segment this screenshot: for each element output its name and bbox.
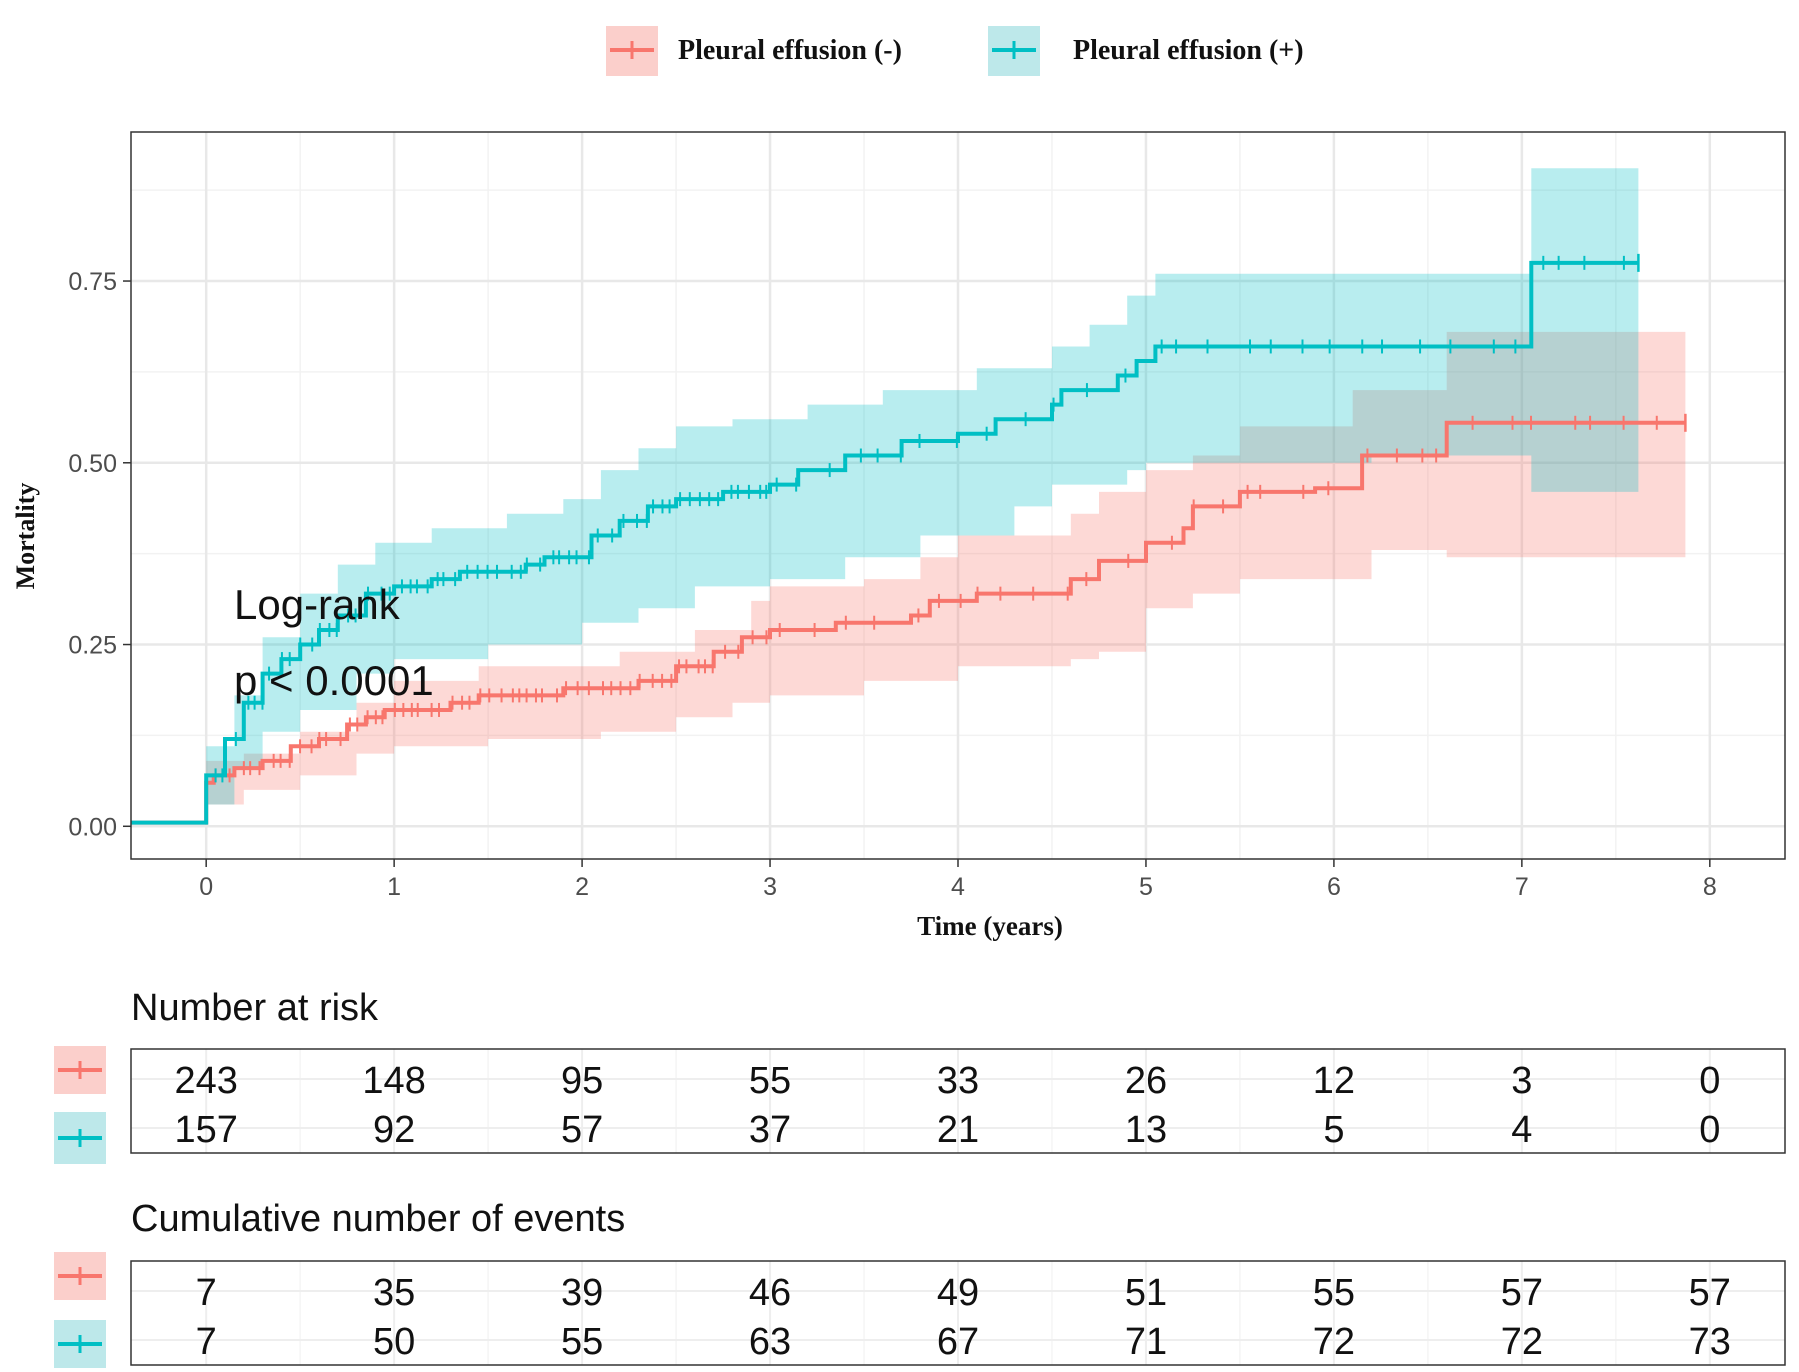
y-tick-label-0: 0.00 <box>68 813 117 841</box>
legend-label-negative: Pleural effusion (-) <box>678 35 902 66</box>
risk-table-values: 243 148 95 55 33 26 12 3 0 157 92 57 37 21 13 5 4 0 <box>174 1060 1720 1151</box>
risk-cell-r0-c0: 243 <box>174 1060 237 1102</box>
risk-key-negative <box>54 1046 106 1094</box>
events-cell-r0-c6: 55 <box>1313 1272 1355 1314</box>
risk-cell-r1-c0: 157 <box>174 1109 237 1151</box>
risk-key-positive <box>54 1112 106 1164</box>
events-cell-r1-c4: 67 <box>937 1321 979 1363</box>
events-cell-r1-c1: 50 <box>373 1321 415 1363</box>
legend-label-positive: Pleural effusion (+) <box>1073 35 1304 66</box>
events-table: Cumulative number of events 7 35 39 46 49 51 5… <box>54 1198 1786 1368</box>
y-axis-title: Mortality <box>11 483 40 590</box>
events-cell-r0-c8: 57 <box>1689 1272 1731 1314</box>
x-axis: 0 1 2 3 4 5 6 7 8 <box>199 859 1717 901</box>
plot-panel: 0.00 0.25 0.50 0.75 0 1 2 3 4 5 6 7 8 Mortality Tim… <box>11 131 1786 941</box>
x-tick-label-3: 3 <box>763 873 777 901</box>
grid <box>131 132 1785 859</box>
risk-cell-r1-c4: 21 <box>937 1109 979 1151</box>
log-rank-label: Log-rank <box>234 581 401 628</box>
curve-negative[interactable] <box>131 420 1686 825</box>
events-cell-r0-c1: 35 <box>373 1272 415 1314</box>
risk-cell-r0-c8: 0 <box>1699 1060 1720 1102</box>
events-cell-r0-c0: 7 <box>196 1272 217 1314</box>
events-table-grid <box>131 1261 1785 1365</box>
p-value-label: p < 0.0001 <box>234 657 434 704</box>
legend-key-positive[interactable]: Pleural effusion (+) <box>988 26 1304 76</box>
events-key-negative <box>54 1252 106 1300</box>
events-table-title: Cumulative number of events <box>131 1198 625 1240</box>
x-axis-title: Time (years) <box>917 911 1063 941</box>
risk-cell-r0-c2: 95 <box>561 1060 603 1102</box>
x-tick-label-7: 7 <box>1515 873 1529 901</box>
risk-table-border <box>130 1048 1786 1154</box>
risk-cell-r0-c1: 148 <box>362 1060 425 1102</box>
risk-cell-r0-c4: 33 <box>937 1060 979 1102</box>
events-cell-r0-c4: 49 <box>937 1272 979 1314</box>
ci-band-positive <box>131 168 1639 823</box>
events-cell-r0-c7: 57 <box>1501 1272 1543 1314</box>
events-cell-r1-c8: 73 <box>1689 1321 1731 1363</box>
y-tick-label-3: 0.75 <box>68 268 117 296</box>
events-cell-r0-c5: 51 <box>1125 1272 1167 1314</box>
risk-table-title: Number at risk <box>131 987 379 1029</box>
risk-cell-r1-c6: 5 <box>1323 1109 1344 1151</box>
events-cell-r1-c7: 72 <box>1501 1321 1543 1363</box>
risk-cell-r1-c1: 92 <box>373 1109 415 1151</box>
risk-cell-r1-c8: 0 <box>1699 1109 1720 1151</box>
risk-cell-r1-c2: 57 <box>561 1109 603 1151</box>
risk-cell-r0-c7: 3 <box>1511 1060 1532 1102</box>
events-table-border <box>130 1260 1786 1366</box>
x-tick-label-4: 4 <box>951 873 965 901</box>
risk-table: Number at risk 243 148 95 55 33 26 12 3 0 157 92 57… <box>54 987 1786 1164</box>
x-tick-label-6: 6 <box>1327 873 1341 901</box>
legend-key-negative[interactable]: Pleural effusion (-) <box>606 26 902 76</box>
risk-cell-r0-c5: 26 <box>1125 1060 1167 1102</box>
legend: Pleural effusion (-) Pleural effusion (+… <box>606 26 1304 76</box>
events-key-positive <box>54 1320 106 1368</box>
risk-cell-r1-c7: 4 <box>1511 1109 1532 1151</box>
y-tick-label-2: 0.50 <box>68 450 117 478</box>
events-table-values: 7 35 39 46 49 51 55 57 57 7 50 55 63 67 71 72 72 73 <box>196 1272 1731 1363</box>
risk-cell-r1-c3: 37 <box>749 1109 791 1151</box>
risk-table-grid <box>131 1049 1785 1153</box>
events-cell-r1-c0: 7 <box>196 1321 217 1363</box>
y-tick-label-1: 0.25 <box>68 632 117 660</box>
risk-cell-r0-c3: 55 <box>749 1060 791 1102</box>
x-tick-label-0: 0 <box>199 873 213 901</box>
x-tick-label-5: 5 <box>1139 873 1153 901</box>
x-tick-label-2: 2 <box>575 873 589 901</box>
x-tick-label-1: 1 <box>387 873 401 901</box>
y-axis: 0.00 0.25 0.50 0.75 <box>68 268 131 841</box>
events-cell-r0-c2: 39 <box>561 1272 603 1314</box>
curve-positive[interactable] <box>131 260 1639 825</box>
x-tick-label-8: 8 <box>1703 873 1717 901</box>
events-cell-r1-c2: 55 <box>561 1321 603 1363</box>
survival-curves <box>131 253 1687 825</box>
events-cell-r1-c3: 63 <box>749 1321 791 1363</box>
risk-cell-r0-c6: 12 <box>1313 1060 1355 1102</box>
risk-cell-r1-c5: 13 <box>1125 1109 1167 1151</box>
events-cell-r1-c6: 72 <box>1313 1321 1355 1363</box>
events-cell-r1-c5: 71 <box>1125 1321 1167 1363</box>
events-cell-r0-c3: 46 <box>749 1272 791 1314</box>
